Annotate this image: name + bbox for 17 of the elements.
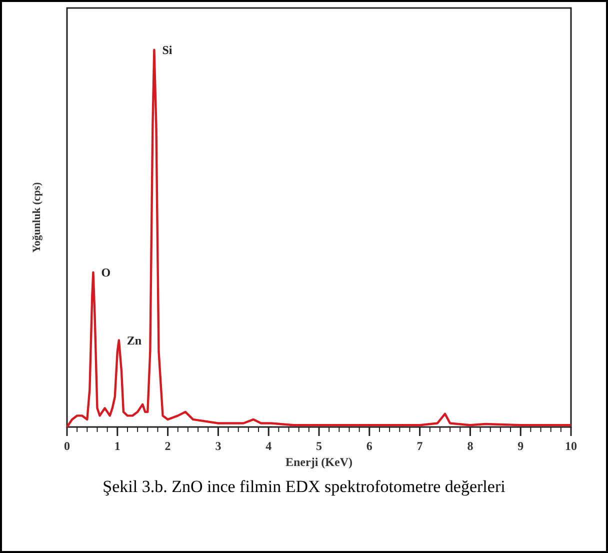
y-axis-title: Yoğunluk (cps) (31, 182, 43, 253)
x-axis-title: Enerji (KeV) (286, 455, 352, 469)
x-tick-label: 10 (565, 439, 577, 453)
annotation: Si (162, 42, 173, 57)
x-tick-label: 5 (316, 439, 322, 453)
x-tick-label: 9 (518, 439, 524, 453)
x-tick-label: 3 (215, 439, 222, 453)
x-tick-label: 8 (467, 439, 474, 453)
annotation: O (101, 265, 111, 280)
annotation: Zn (126, 333, 142, 348)
x-tick-label: 1 (114, 439, 120, 453)
x-tick-label: 0 (64, 439, 70, 453)
x-tick-label: 6 (366, 439, 372, 453)
text: Şekil 3.b. ZnO ince filmin EDX spektrofotometre değerleri (102, 477, 506, 496)
x-tick-label: 4 (266, 439, 272, 453)
x-tick-label: 2 (164, 439, 171, 453)
x-tick-label: 7 (416, 439, 423, 453)
